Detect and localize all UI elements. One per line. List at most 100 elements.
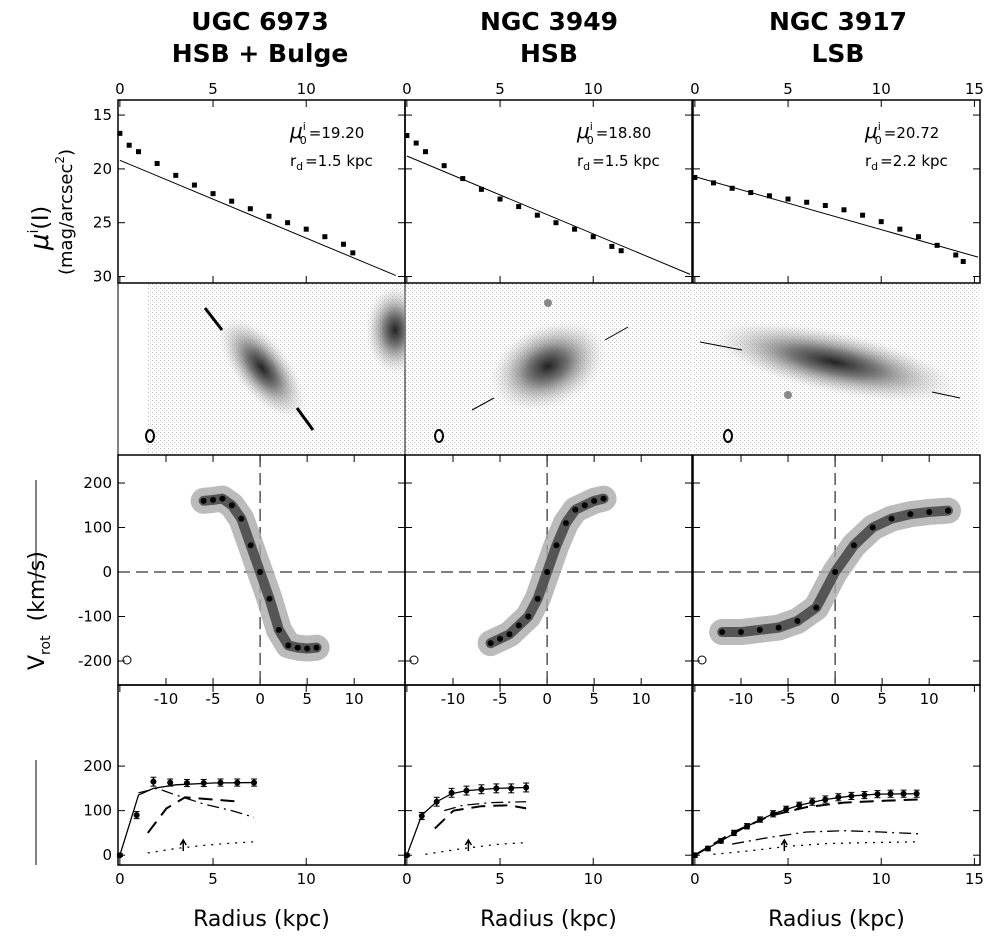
beam: [122, 655, 132, 665]
velocity-point: [888, 515, 895, 522]
y-tick-label: 200: [83, 757, 112, 775]
data-point: [900, 790, 907, 797]
velocity-point: [515, 622, 522, 629]
x-tick-label: 10: [345, 690, 364, 708]
label-part: (mag/arcsec: [56, 164, 77, 275]
annotation: μi 0 =19.20: [289, 119, 364, 147]
beam: [697, 655, 707, 665]
model-curve: [694, 793, 917, 856]
title-line: HSB + Bulge: [172, 39, 349, 68]
x-axis-label: Radius (kpc): [480, 907, 617, 932]
data-point: [167, 779, 174, 786]
model-curve: [694, 798, 919, 857]
data-point: [804, 199, 810, 205]
velocity-point: [247, 542, 254, 549]
data-point: [463, 787, 470, 794]
data-point: [200, 780, 207, 787]
annotation-part: μ: [864, 119, 878, 143]
x-tick-label: 10: [584, 80, 603, 98]
annotation-part: r: [577, 152, 584, 170]
annotation-part: =20.72: [884, 124, 940, 142]
beam: [409, 655, 419, 665]
data-point: [173, 172, 179, 178]
data-point: [916, 234, 921, 240]
velocity-point: [794, 617, 801, 624]
panel: 0 5 10 15 Radius (kpc): [690, 684, 984, 932]
velocity-point: [600, 495, 607, 502]
y-tick-label: 100: [83, 802, 112, 820]
x-tick-label: 10: [872, 870, 891, 888]
data-point: [508, 785, 515, 792]
data-point: [126, 142, 132, 148]
velocity-point: [719, 629, 726, 636]
panel-frame: [404, 99, 693, 284]
title-line: LSB: [812, 39, 865, 68]
data-point: [744, 823, 751, 830]
radius-arrow: [464, 838, 473, 851]
data-point: [150, 778, 157, 785]
data-point: [692, 175, 698, 181]
data-point: [860, 212, 866, 218]
velocity-point: [926, 508, 933, 515]
annotation: μi 0 =20.72: [864, 119, 939, 147]
velocity-point: [850, 542, 857, 549]
data-point: [711, 180, 716, 186]
data-point: [553, 220, 559, 226]
data-point: [247, 206, 253, 212]
x-tick-label: -10: [441, 690, 466, 708]
x-tick-label: -10: [729, 690, 754, 708]
y-axis-label: (mag/arcsec2): [53, 149, 77, 275]
data-point: [729, 185, 735, 191]
galaxy-images: [117, 282, 980, 456]
x-tick-label: 10: [297, 80, 316, 98]
fit-line: [119, 159, 396, 276]
data-point: [874, 791, 881, 798]
x-tick-label: 15: [965, 870, 984, 888]
model-curve: [138, 787, 255, 818]
panel-frame: [117, 684, 406, 866]
velocity-point: [294, 644, 301, 651]
annotation-part: i: [303, 120, 306, 133]
data-point: [266, 213, 272, 219]
x-tick-label: 5: [208, 80, 218, 98]
velocity-point: [506, 631, 513, 638]
data-point: [913, 790, 920, 797]
data-point: [217, 779, 224, 786]
panel: -10 -5 0 5 10: [404, 454, 693, 708]
data-point: [350, 250, 356, 256]
velocity-point: [534, 595, 541, 602]
data-point: [783, 806, 790, 813]
radius-arrow: [179, 838, 187, 851]
data-point: [953, 252, 959, 258]
x-tick-label: 5: [208, 870, 218, 888]
x-tick-label: 10: [920, 690, 939, 708]
y-axis-label: μi(I): [25, 206, 55, 251]
data-point: [234, 779, 241, 786]
model-curve: [147, 841, 255, 854]
data-point: [523, 784, 530, 791]
label-part: ): [56, 149, 77, 156]
data-point: [757, 816, 764, 823]
x-tick-label: 0: [402, 870, 412, 888]
data-point: [766, 193, 772, 199]
data-point: [534, 212, 540, 218]
radius-arrow: [780, 838, 788, 851]
data-point: [433, 798, 440, 805]
y-tick-label: 30: [93, 268, 112, 286]
data-point: [441, 163, 447, 169]
data-point: [478, 786, 485, 793]
velocity-point: [562, 520, 569, 527]
velocity-point: [266, 595, 273, 602]
label-part: i: [26, 230, 42, 234]
y-tick-label: 20: [93, 160, 112, 178]
model-curve: [713, 841, 919, 855]
panel: -10 -5 0 5 10: [692, 454, 981, 708]
x-tick-label: 5: [783, 870, 793, 888]
velocity-point: [200, 497, 207, 504]
model-curve: [425, 842, 527, 855]
data-point: [590, 234, 596, 240]
annotation-part: r: [865, 152, 872, 170]
